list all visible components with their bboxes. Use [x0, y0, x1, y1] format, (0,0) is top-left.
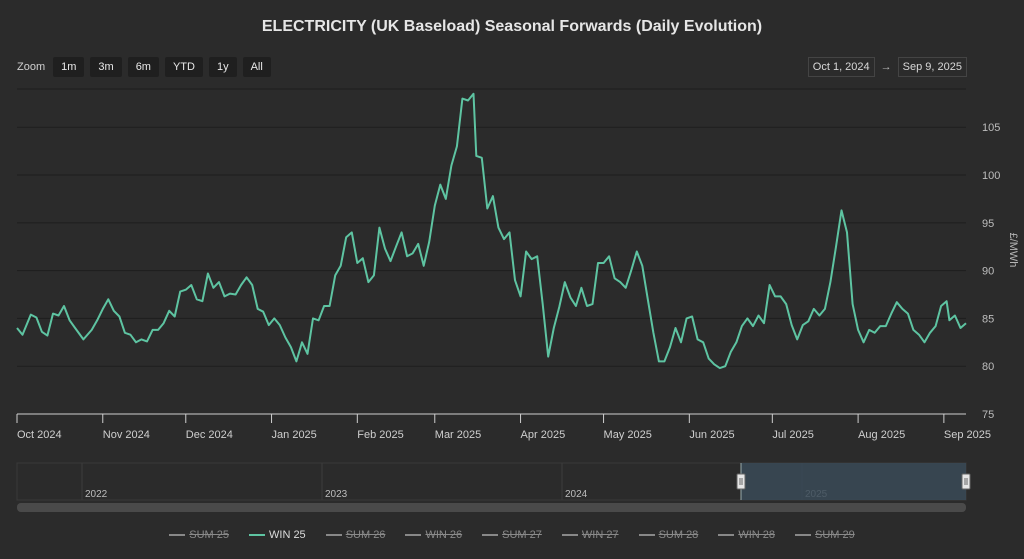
x-tick-label: Aug 2025 [858, 429, 905, 441]
legend: SUM 25 WIN 25 SUM 26 WIN 26 SUM 27 WIN 27 SUM … [0, 527, 1024, 543]
legend-item-sum-26[interactable]: SUM 26 [325, 529, 386, 541]
legend-item-sum-28[interactable]: SUM 28 [638, 529, 699, 541]
legend-item-win-27[interactable]: WIN 27 [561, 529, 619, 541]
legend-item-sum-27[interactable]: SUM 27 [482, 529, 542, 541]
navigator-handle-box[interactable] [961, 473, 971, 490]
x-tick-label: Oct 2024 [17, 429, 62, 441]
legend-item-win-26[interactable]: WIN 26 [405, 529, 462, 541]
y-tick-label: 105 [982, 122, 1000, 134]
y-axis: 75 80 85 90 95 100 105 [982, 122, 1000, 421]
zoom-label: Zoom [17, 61, 46, 73]
range-from-input[interactable]: Oct 1, 2024 [807, 57, 875, 77]
y-tick-label: 75 [982, 409, 994, 421]
legend-label: WIN 28 [738, 529, 775, 541]
y-tick-label: 100 [982, 170, 1000, 182]
zoom-bar: Zoom 1m 3m 6m YTD 1y All [17, 57, 271, 77]
navigator-handle-box[interactable] [736, 473, 746, 490]
legend-item-win-28[interactable]: WIN 28 [718, 529, 775, 541]
legend-label: WIN 27 [581, 529, 619, 541]
range-to-input[interactable]: Sep 9, 2025 [897, 57, 967, 77]
legend-item-sum-25[interactable]: SUM 25 [169, 529, 229, 541]
legend-swatch-icon [482, 534, 499, 536]
navigator-year-label: 2024 [565, 489, 588, 500]
zoom-3m-button[interactable]: 3m [90, 57, 122, 77]
x-tick-label: Jul 2025 [772, 429, 814, 441]
legend-swatch-icon [718, 534, 735, 536]
x-axis: Oct 2024 Nov 2024 Dec 2024 Jan 2025 Feb 2025… [16, 413, 991, 441]
legend-label: SUM 28 [658, 529, 699, 541]
y-tick-label: 90 [982, 266, 994, 278]
series-layer [16, 92, 967, 370]
legend-swatch-icon [795, 534, 811, 536]
x-tick-label: Jun 2025 [689, 429, 734, 441]
y-tick-label: 95 [982, 218, 994, 230]
navigator-year-label: 2022 [85, 489, 108, 500]
zoom-all-button[interactable]: All [242, 57, 271, 77]
legend-label: SUM 27 [502, 529, 542, 541]
navigator-selection[interactable] [741, 463, 966, 500]
legend-swatch-icon [561, 534, 578, 536]
legend-label: SUM 29 [815, 529, 855, 541]
legend-swatch-icon [249, 534, 265, 536]
legend-label: SUM 25 [189, 529, 229, 541]
x-tick-label: Mar 2025 [435, 429, 481, 441]
zoom-1y-button[interactable]: 1y [208, 57, 237, 77]
y-axis-title: £/MWh [1007, 233, 1019, 268]
x-tick-label: Feb 2025 [357, 429, 403, 441]
x-tick-label: Dec 2024 [186, 429, 233, 441]
grid-lines [17, 88, 966, 367]
x-tick-label: Sep 2025 [944, 429, 991, 441]
zoom-ytd-button[interactable]: YTD [164, 57, 203, 77]
legend-label: WIN 26 [425, 529, 463, 541]
range-arrow-icon: → [880, 61, 892, 73]
y-tick-label: 80 [982, 361, 994, 373]
legend-label: WIN 25 [269, 529, 306, 541]
legend-label: SUM 26 [345, 529, 386, 541]
series-line-win-25 [16, 92, 967, 370]
legend-swatch-icon [638, 534, 655, 536]
x-tick-label: Jan 2025 [272, 429, 317, 441]
legend-swatch-icon [169, 534, 186, 536]
navigator-handle[interactable] [961, 473, 971, 490]
navigator-year-label: 2023 [325, 489, 348, 500]
legend-item-sum-29[interactable]: SUM 29 [795, 529, 855, 541]
legend-swatch-icon [325, 534, 342, 536]
navigator-scrollbar-thumb[interactable] [17, 503, 966, 512]
zoom-1m-button[interactable]: 1m [53, 57, 85, 77]
zoom-6m-button[interactable]: 6m [127, 57, 159, 77]
legend-swatch-icon [405, 534, 422, 536]
y-tick-label: 85 [982, 313, 994, 325]
legend-item-win-25[interactable]: WIN 25 [249, 529, 306, 541]
x-tick-label: May 2025 [604, 429, 652, 441]
navigator-handle[interactable] [736, 473, 746, 490]
navigator: 2022202320242025 [16, 462, 971, 512]
chart-title: ELECTRICITY (UK Baseload) Seasonal Forwa… [261, 18, 763, 35]
x-tick-label: Apr 2025 [521, 429, 566, 441]
date-range-selector: Oct 1, 2024 → Sep 9, 2025 [807, 57, 967, 77]
x-tick-label: Nov 2024 [103, 429, 150, 441]
